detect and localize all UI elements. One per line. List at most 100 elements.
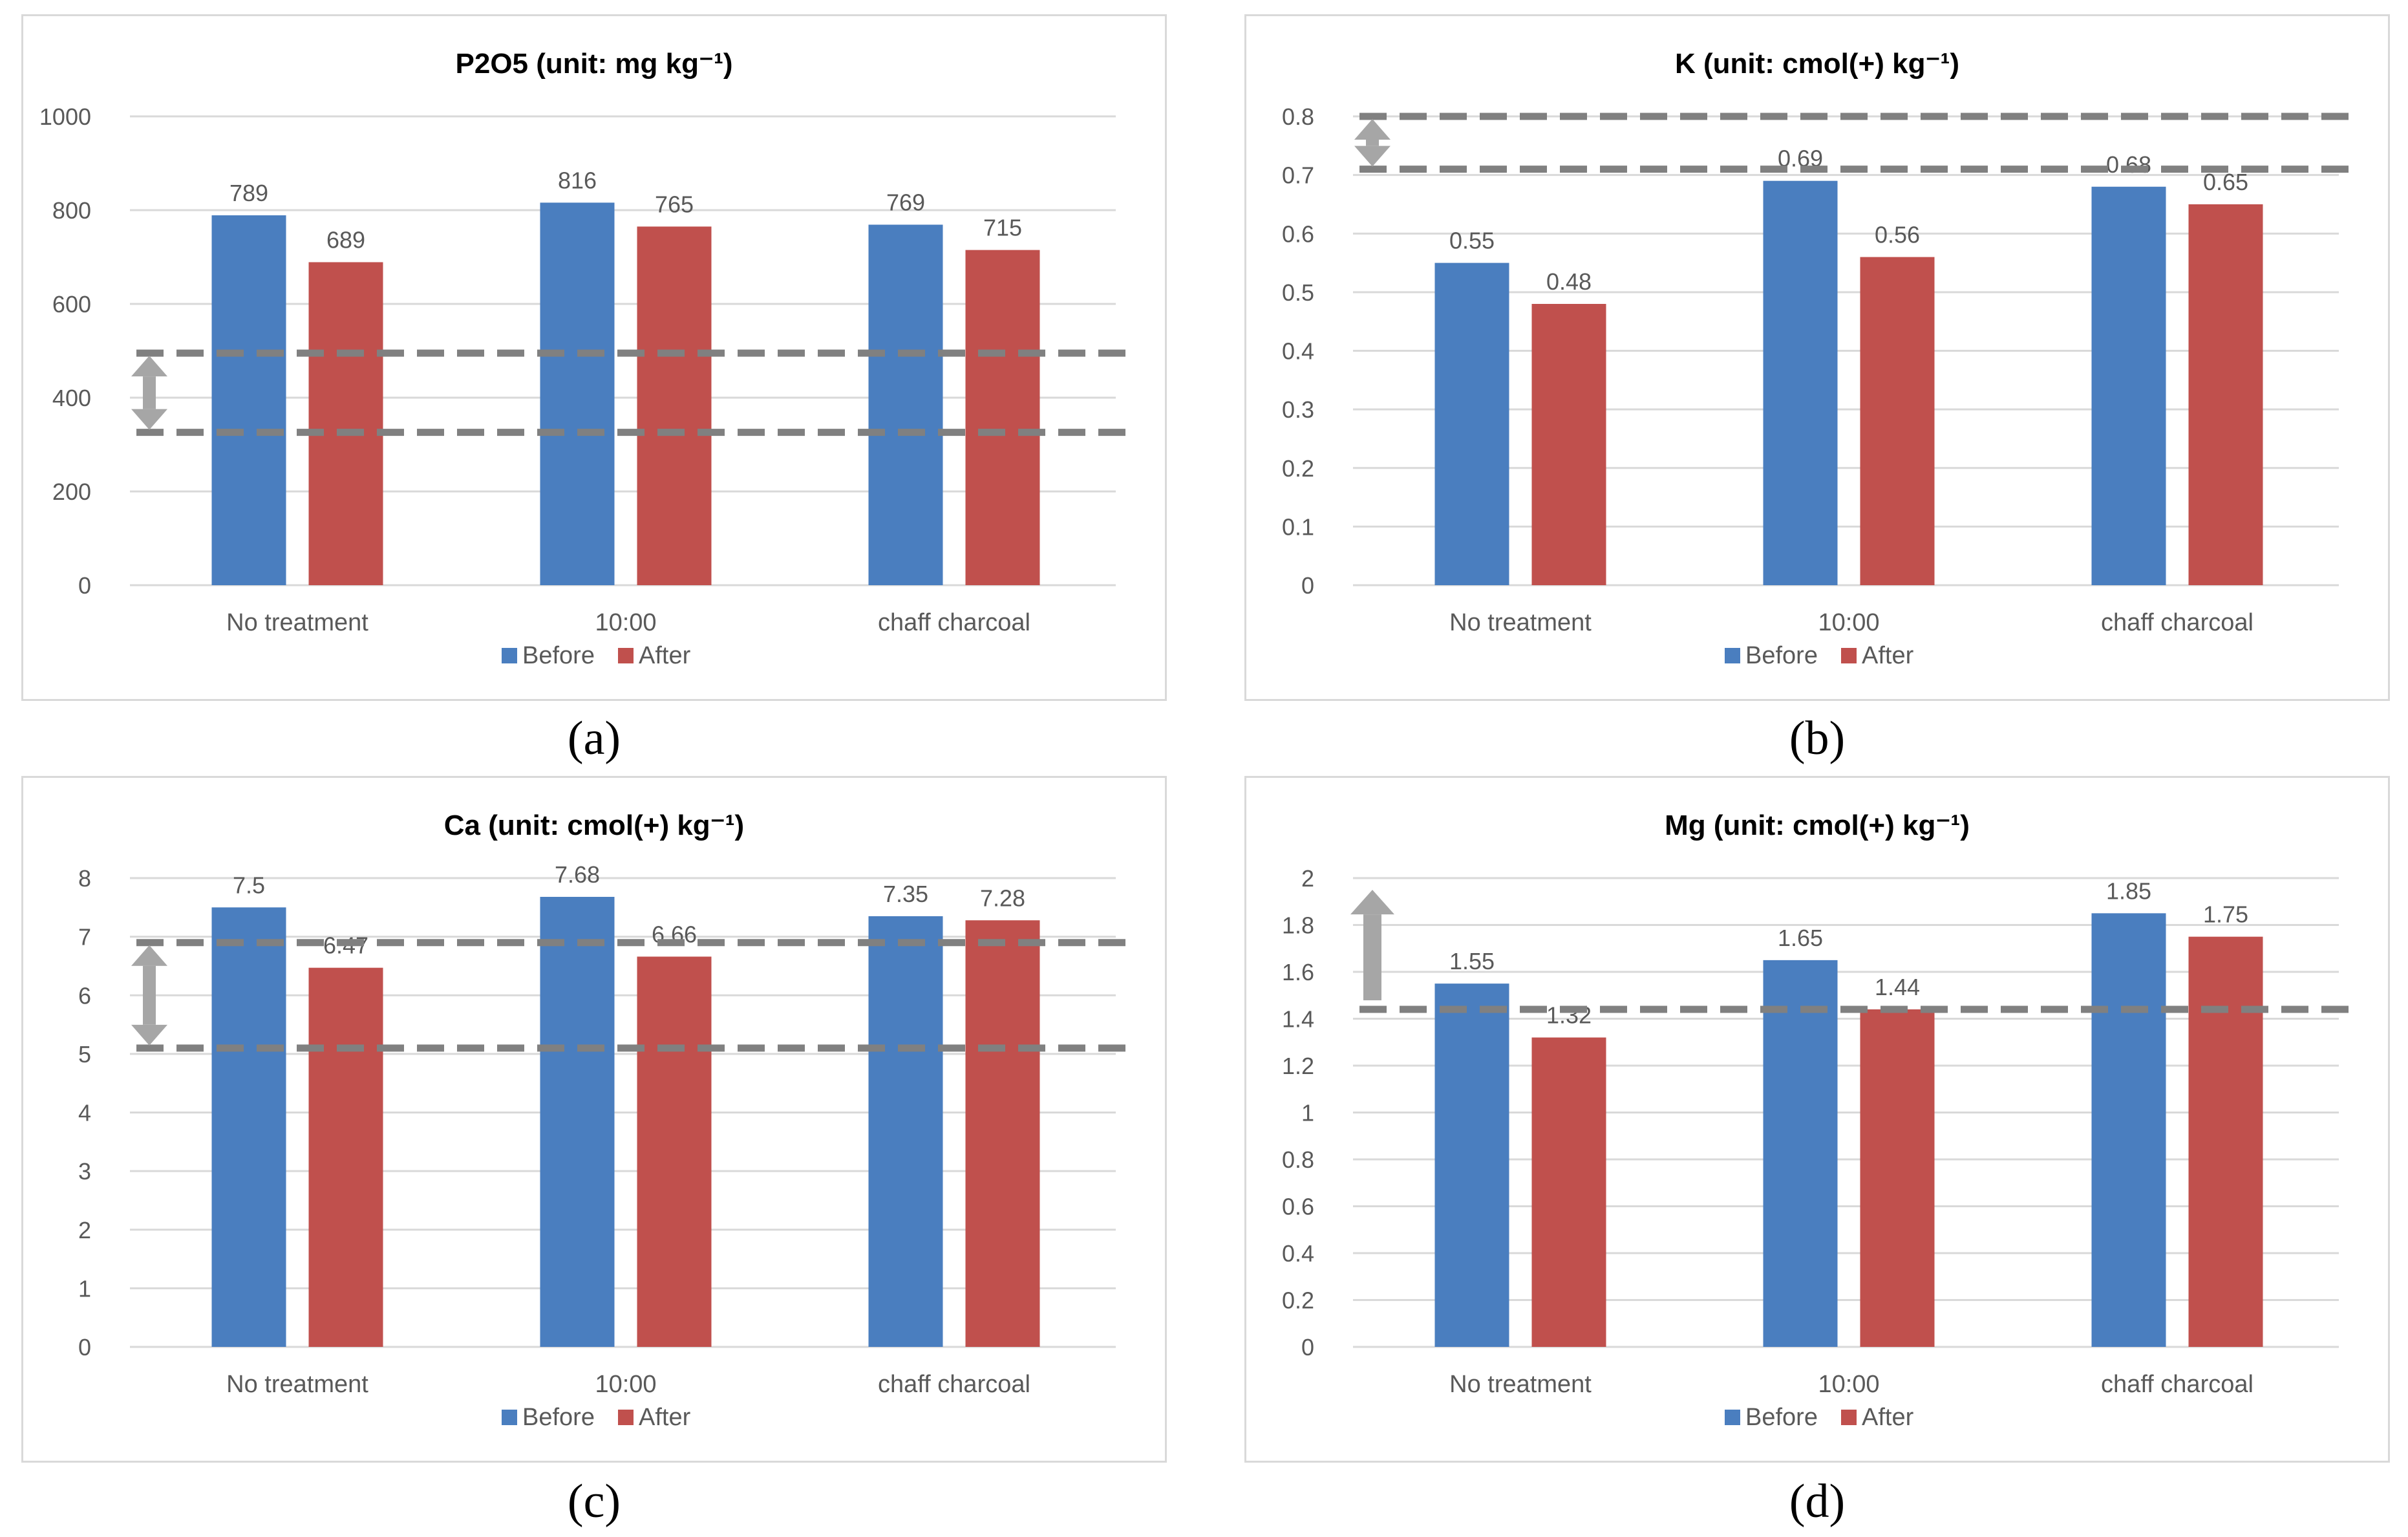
range-arrow-icon: [131, 356, 167, 430]
y-tick-label: 0.4: [1282, 338, 1314, 365]
y-tick-label: 1000: [39, 103, 91, 130]
y-tick-label: 0.6: [1282, 1194, 1314, 1220]
arrow-shaft: [1366, 140, 1379, 146]
bar-after: [637, 226, 712, 585]
bar-before: [1434, 263, 1509, 585]
bar-after: [965, 920, 1040, 1347]
y-tick-label: 0: [78, 1334, 91, 1360]
category-label: chaff charcoal: [878, 609, 1030, 636]
data-label: 1.75: [2203, 901, 2248, 928]
bar-after: [2188, 936, 2263, 1347]
y-tick-label: 0.7: [1282, 162, 1314, 189]
bar-after: [1531, 1037, 1606, 1347]
category-label: 10:00: [595, 609, 656, 636]
y-tick-label: 400: [52, 385, 91, 411]
chart-title: Ca (unit: cmol(+) kg⁻¹): [444, 810, 744, 841]
legend-swatch-after: [1841, 648, 1857, 663]
chart-svg-k: K (unit: cmol(+) kg⁻¹) 0 0.1 0.2 0.3 0.4 0.5 0.…: [1282, 48, 2355, 669]
y-tick-label: 4: [78, 1100, 91, 1126]
y-tick-label: 600: [52, 291, 91, 317]
bar-before: [211, 907, 286, 1347]
data-label: 0.55: [1449, 228, 1495, 254]
data-label: 816: [558, 167, 597, 193]
legend-swatch-before: [1725, 1410, 1740, 1425]
chart-svg-mg: Mg (unit: cmol(+) kg⁻¹) 0 0.2 0.4 0.6 0.8 1 1.2…: [1282, 810, 2355, 1431]
bar-before: [868, 916, 943, 1347]
y-tick-label: 1.8: [1282, 912, 1314, 939]
legend-label-after: After: [639, 642, 691, 669]
category-label: 10:00: [1818, 1371, 1879, 1398]
arrow-head-down: [131, 1024, 167, 1046]
bar-before: [1763, 960, 1838, 1347]
caption-d: (d): [1789, 1475, 1846, 1528]
y-tick-label: 0.3: [1282, 396, 1314, 423]
legend: Before After: [1725, 642, 1914, 669]
y-tick-label: 0.2: [1282, 1287, 1314, 1314]
bar-before: [2091, 913, 2166, 1347]
category-label: chaff charcoal: [878, 1371, 1030, 1398]
y-tick-label: 3: [78, 1158, 91, 1185]
y-tick-label: 0.1: [1282, 513, 1314, 540]
category-label: No treatment: [1449, 1371, 1592, 1398]
bar-after: [1531, 304, 1606, 585]
data-label: 0.68: [2106, 151, 2151, 178]
y-tick-label: 0.8: [1282, 1146, 1314, 1173]
bar-after: [1860, 1009, 1935, 1347]
category-label: 10:00: [595, 1371, 656, 1398]
legend-label-before: Before: [1745, 1404, 1818, 1431]
arrow-head-up: [1350, 890, 1394, 915]
y-tick-label: 2: [1301, 865, 1314, 892]
y-tick-label: 0: [1301, 1334, 1314, 1360]
category-label: No treatment: [226, 1371, 368, 1398]
bar-after: [308, 262, 383, 585]
legend-swatch-after: [618, 648, 634, 663]
data-label: 689: [326, 226, 365, 253]
caption-b: (b): [1789, 712, 1846, 765]
legend-swatch-before: [1725, 648, 1740, 663]
bar-after: [308, 967, 383, 1347]
y-tick-label: 0.2: [1282, 455, 1314, 482]
y-tick-label: 1.6: [1282, 959, 1314, 985]
range-arrow-icon: [131, 945, 167, 1046]
arrow-head-down: [131, 409, 167, 430]
y-tick-label: 0.5: [1282, 279, 1314, 306]
data-label: 789: [229, 180, 268, 206]
data-label: 7.35: [883, 881, 928, 907]
legend-label-after: After: [1862, 642, 1914, 669]
category-label: No treatment: [1449, 609, 1592, 636]
arrow-head-down: [1354, 145, 1390, 167]
data-label: 1.44: [1875, 974, 1920, 1000]
bar-before: [540, 897, 615, 1347]
legend-label-after: After: [639, 1404, 691, 1431]
legend-swatch-before: [502, 1410, 517, 1425]
data-label: 769: [886, 189, 925, 215]
y-tick-label: 0: [78, 572, 91, 599]
y-tick-label: 1: [1301, 1100, 1314, 1126]
data-label: 715: [983, 215, 1022, 241]
y-tick-label: 0.8: [1282, 103, 1314, 130]
arrow-shaft: [1363, 914, 1381, 1000]
chart-title: P2O5 (unit: mg kg⁻¹): [456, 48, 733, 80]
arrow-head-up: [1354, 119, 1390, 140]
y-tick-label: 0: [1301, 572, 1314, 599]
legend: Before After: [1725, 1404, 1914, 1431]
legend-label-before: Before: [1745, 642, 1818, 669]
data-label: 7.5: [233, 872, 265, 898]
bar-before: [2091, 186, 2166, 585]
y-tick-label: 5: [78, 1041, 91, 1068]
caption-a: (a): [567, 712, 621, 765]
chart-svg-p2o5: P2O5 (unit: mg kg⁻¹) 0 200 400 600 800 1000 789…: [39, 48, 1132, 669]
y-tick-label: 0.4: [1282, 1240, 1314, 1267]
arrow-shaft: [143, 965, 156, 1025]
y-tick-label: 7: [78, 924, 91, 951]
chart-panel-k: K (unit: cmol(+) kg⁻¹) 0 0.1 0.2 0.3 0.4 0.5 0.…: [1244, 14, 2390, 701]
bar-after: [1860, 257, 1935, 585]
y-tick-label: 1: [78, 1275, 91, 1302]
chart-title: Mg (unit: cmol(+) kg⁻¹): [1665, 810, 1970, 841]
legend-swatch-before: [502, 648, 517, 663]
data-label: 0.56: [1875, 222, 1920, 248]
legend: Before After: [502, 642, 691, 669]
range-arrow-icon: [1350, 890, 1394, 1000]
range-arrow-icon: [1354, 119, 1390, 167]
chart-title: K (unit: cmol(+) kg⁻¹): [1675, 48, 1959, 80]
